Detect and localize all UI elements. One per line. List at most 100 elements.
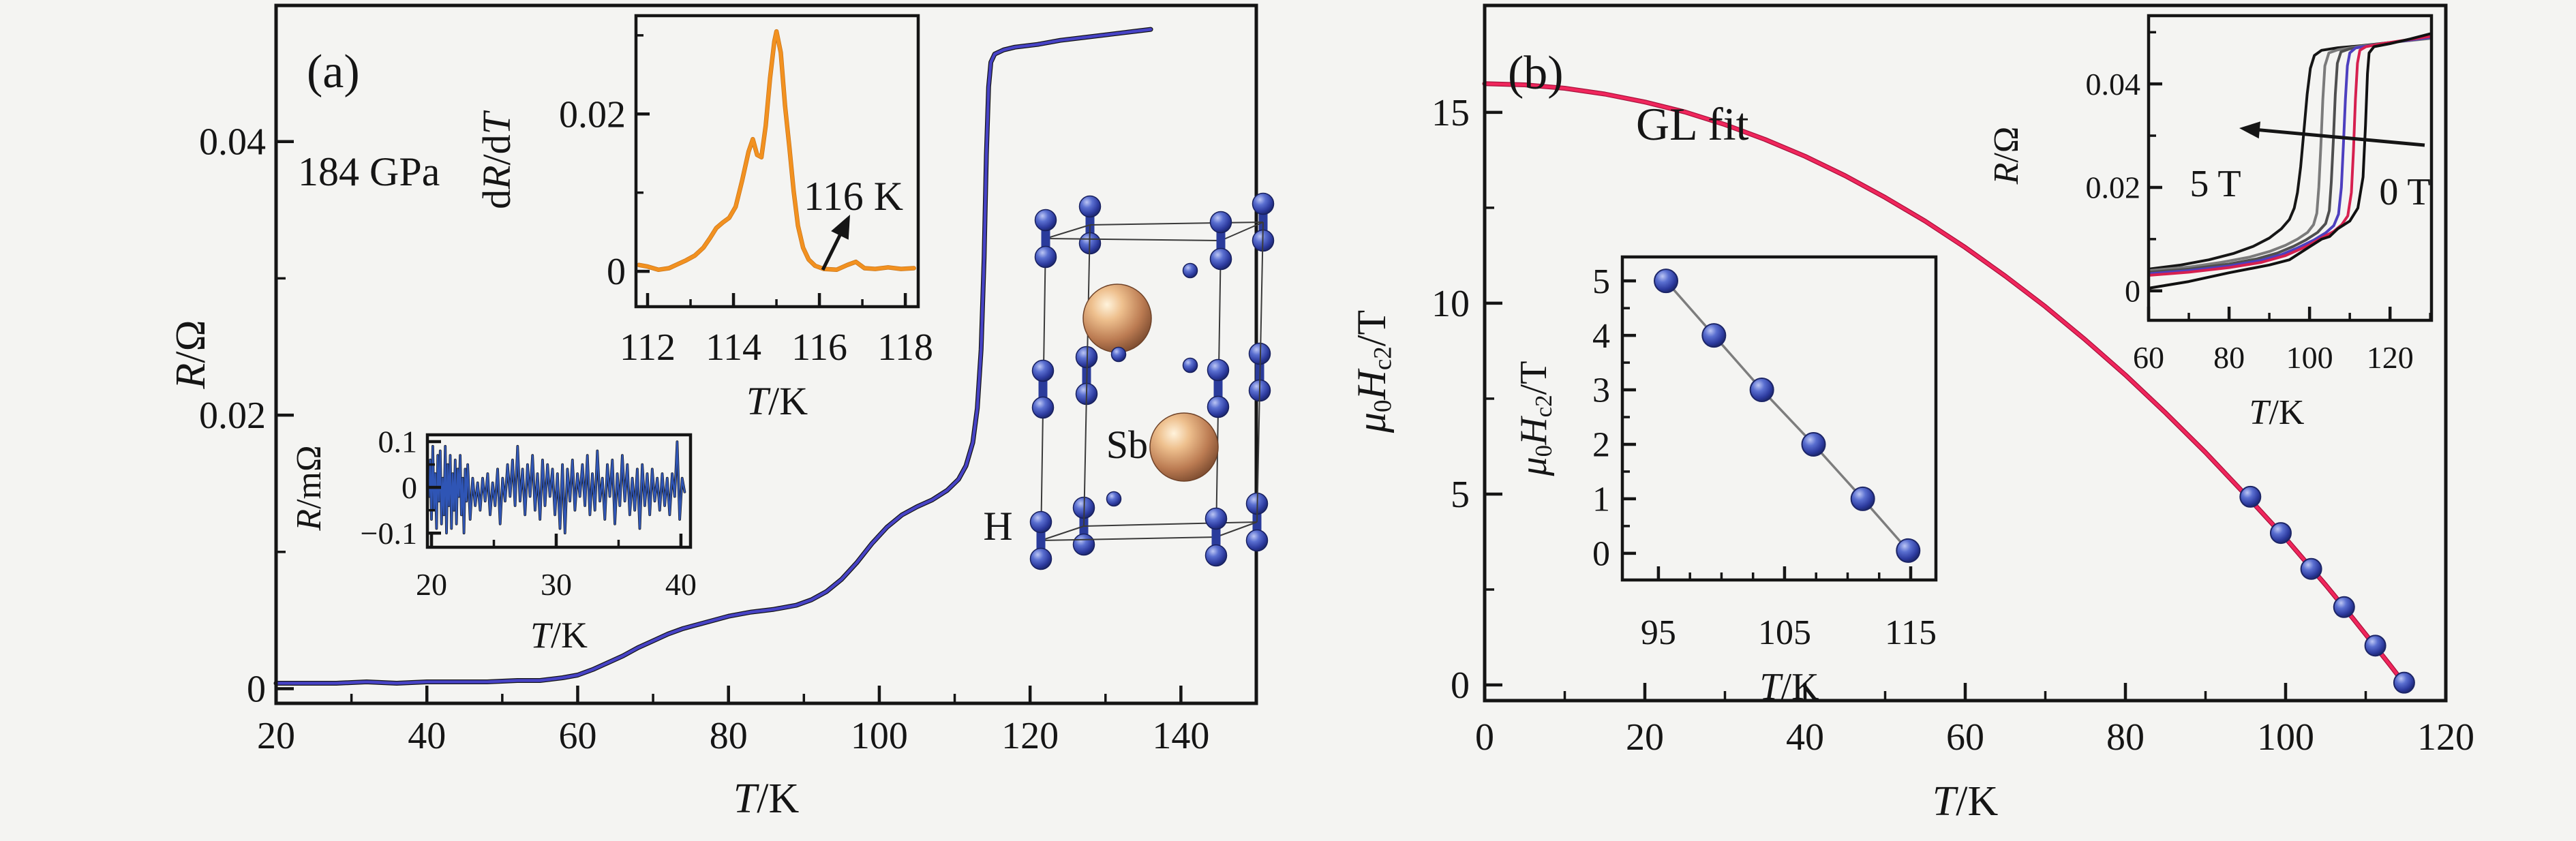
data-point-Hc2-points-zoom [1850, 486, 1875, 511]
h-atom [1245, 529, 1269, 552]
y-tick-label: 0 [607, 251, 626, 293]
x-tick-label: 40 [1786, 716, 1824, 759]
data-point-Hc2-data-points [2393, 671, 2415, 694]
data-point-Hc2-data-points [2364, 634, 2386, 657]
unit-cell-edges [1040, 221, 1264, 541]
y-axis-label: R/Ω [168, 320, 214, 389]
x-tick-label: 0 [1475, 716, 1494, 759]
x-tick-label: 100 [851, 715, 908, 757]
h-atom [1031, 396, 1055, 419]
series-R-noise-mOhm [428, 440, 686, 534]
x-tick-label: 20 [416, 567, 447, 602]
x-tick-label: 80 [710, 715, 748, 757]
y-tick-label: 15 [1431, 92, 1470, 134]
h2-dumbbell [1207, 358, 1230, 418]
axis-ticks [2147, 31, 2431, 320]
h-atom [1029, 547, 1052, 570]
h-atom [1204, 507, 1228, 530]
series-R-T-1T [2147, 35, 2432, 277]
sb-atom [1082, 284, 1152, 353]
annotation-text: (b) [1508, 47, 1564, 100]
panel-b-inset-rt-fields: 60 80 100 120 0 0.02 0.04 T/K R/Ω 5 T 0 T [1987, 14, 2434, 432]
annotation-text: 5 T [2189, 163, 2241, 205]
h-atom-single [1182, 262, 1198, 279]
panel-b-inset-hc2: 95 105 115 0 1 2 3 4 5 T/K μ0Hc2/T [1513, 255, 1938, 708]
annotation-arrow-head [831, 215, 850, 240]
x-tick-label: 120 [1001, 715, 1059, 757]
x-tick-label: 95 [1641, 613, 1676, 652]
h-atom [1204, 544, 1228, 567]
y-tick-label: 0 [1451, 664, 1470, 707]
y-tick-label: 0 [2125, 273, 2140, 308]
data-point-Hc2-data-points [2269, 522, 2292, 545]
panel-a-inset-drdt: 112 114 116 118 0 0.02 T/K dR/dT 116 K [474, 14, 933, 423]
y-tick-label: 0.04 [199, 121, 266, 164]
x-axis-label: T/K [1933, 778, 1999, 825]
h2-dumbbell [1209, 211, 1232, 271]
h-atom [1031, 359, 1055, 382]
annotation-arrow-line [2258, 128, 2425, 147]
h-atom-single [1182, 357, 1198, 373]
h-atom [1207, 358, 1230, 382]
y-tick-label: 0.02 [2086, 170, 2141, 205]
h2-dumbbell [1034, 209, 1057, 269]
y-tick-label: 2 [1592, 426, 1610, 465]
y-tick-label: 5 [1451, 474, 1470, 516]
axis-ticks [427, 440, 683, 547]
x-tick-label: 118 [877, 326, 933, 369]
series-R-T-3T [2147, 35, 2432, 274]
x-tick-label: 116 [791, 326, 847, 369]
x-tick-label: 115 [1885, 613, 1937, 652]
axes-frame [425, 433, 693, 549]
annotation-text: 116 K [804, 174, 903, 219]
axes-frame [2147, 14, 2434, 322]
x-tick-label: 20 [257, 715, 295, 757]
x-tick-label: 100 [2257, 716, 2314, 759]
annotation-text: 184 GPa [298, 149, 440, 194]
x-tick-label: 80 [2106, 716, 2145, 759]
y-axis-label: R/Ω [1987, 127, 2026, 185]
axis-ticks [1483, 110, 2448, 701]
x-tick-label: 40 [408, 715, 446, 757]
data-point-Hc2-points-zoom [1701, 323, 1727, 348]
x-tick-label: 60 [1946, 716, 1984, 759]
y-axis-label: μ0Hc2/T [1349, 310, 1397, 433]
h-atom [1209, 211, 1232, 234]
annotation-text: GL fit [1636, 98, 1749, 150]
x-tick-label: 80 [2213, 340, 2245, 375]
y-axis-label: R/mΩ [290, 445, 329, 531]
h-atom-single [1110, 346, 1127, 363]
h-atom [1078, 195, 1102, 218]
data-point-Hc2-data-points [2333, 596, 2355, 618]
h2-dumbbell [1029, 510, 1052, 570]
y-tick-label: 1 [1592, 480, 1610, 519]
y-tick-label: 4 [1592, 317, 1610, 356]
x-axis-label: T/K [746, 379, 808, 423]
series-R-T-0T [2147, 32, 2432, 290]
x-tick-label: 30 [541, 567, 572, 602]
x-tick-label: 100 [2286, 340, 2333, 375]
x-tick-label: 140 [1152, 715, 1209, 757]
y-axis-label: dR/dT [474, 110, 519, 209]
x-tick-label: 114 [706, 326, 761, 369]
axes-frame [1620, 255, 1938, 582]
annotation-arrow-line [821, 233, 843, 271]
y-tick-label: 10 [1431, 283, 1470, 325]
annotation-text: 0 T [2379, 171, 2430, 213]
x-tick-label: 60 [2133, 340, 2164, 375]
data-point-Hc2-data-points [2239, 485, 2262, 508]
series-R-vs-T-184GPa [274, 27, 1153, 685]
x-axis-label: T/K [733, 776, 800, 822]
x-tick-label: 105 [1758, 613, 1811, 652]
h-atom [1207, 395, 1230, 418]
x-tick-label: 120 [2367, 340, 2414, 375]
y-tick-label: 0.02 [559, 93, 626, 136]
h-atom [1029, 510, 1052, 534]
x-tick-label: 120 [2417, 716, 2474, 759]
data-point-Hc2-points-zoom [1801, 431, 1826, 457]
sb-label: Sb [1106, 423, 1148, 467]
y-tick-label: 0.02 [199, 395, 266, 437]
axis-ticks [274, 140, 1183, 703]
